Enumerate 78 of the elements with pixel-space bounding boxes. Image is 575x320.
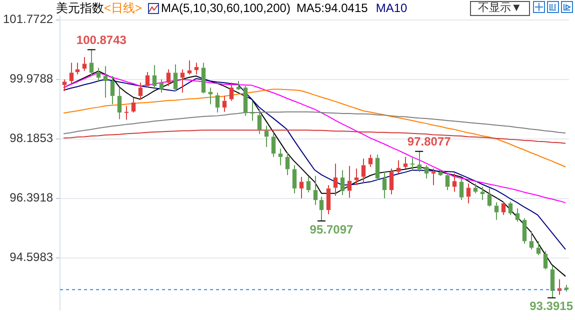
annotation: 93.3915 — [530, 299, 574, 314]
candlestick — [152, 64, 157, 90]
candlestick — [361, 158, 366, 184]
candlestick — [69, 62, 74, 85]
candlestick — [536, 240, 541, 256]
candlestick — [382, 171, 387, 199]
y-tick-label: 96.3918 — [10, 190, 54, 205]
candlestick — [145, 72, 150, 88]
candlestick — [278, 148, 283, 166]
candlestick — [257, 108, 262, 135]
candlestick — [306, 176, 311, 193]
candlestick — [452, 173, 457, 192]
annotation: 95.7097 — [310, 222, 354, 236]
candlestick — [243, 85, 248, 116]
candlestick — [319, 196, 324, 222]
candlestick — [375, 154, 380, 181]
candlestick — [515, 208, 520, 222]
candlestick — [124, 105, 129, 120]
candlestick — [424, 164, 429, 179]
candlestick — [368, 154, 373, 168]
candlestick — [466, 182, 471, 204]
y-tick-label: 101.7722 — [2, 12, 54, 26]
y-tick-label: 94.5983 — [10, 250, 54, 264]
candlestick — [166, 68, 171, 86]
candlestick — [292, 164, 297, 194]
candlestick — [222, 95, 227, 112]
candlestick — [313, 175, 318, 206]
candlestick — [480, 186, 485, 201]
candlestick — [208, 87, 213, 105]
candlestick — [250, 100, 255, 122]
candlestick — [340, 170, 345, 196]
candlestick — [117, 87, 122, 120]
candlestick — [110, 76, 115, 105]
candlestick — [201, 62, 206, 93]
candlestick — [138, 82, 143, 100]
text: MA(5,10,30,60,100,200) — [161, 1, 290, 15]
candlestick — [194, 62, 199, 75]
candlestick — [285, 151, 290, 176]
text: MA5:94.0415 — [296, 1, 368, 15]
candlestick — [501, 201, 506, 216]
y-tick-label: 98.1853 — [10, 131, 54, 146]
candlestick — [215, 92, 220, 113]
candlestick — [445, 173, 450, 191]
y-tick-label: 99.9788 — [10, 72, 54, 86]
candlestick — [543, 250, 548, 270]
candlestick — [96, 67, 101, 82]
candlestick — [333, 163, 338, 196]
candlestick — [62, 78, 67, 92]
candlestick — [529, 230, 534, 250]
chart-title: 美元指数 — [56, 0, 104, 16]
candlestick — [299, 176, 304, 199]
chart-subtitle: <日线> — [104, 0, 142, 16]
candlestick — [354, 168, 359, 186]
candlestick — [271, 132, 276, 158]
candlestick — [396, 160, 401, 174]
candlestick — [187, 60, 192, 75]
annotation: 97.8077 — [407, 134, 452, 149]
candlestick — [389, 168, 394, 195]
candlestick — [229, 82, 234, 102]
candlestick — [131, 97, 136, 113]
candlestick — [180, 68, 185, 94]
candlestick — [264, 125, 269, 148]
candlestick — [494, 202, 499, 220]
text: MA10 — [376, 1, 408, 15]
candlestick — [410, 157, 415, 171]
candlestick — [347, 165, 352, 198]
candlestick — [103, 66, 108, 98]
candlestick — [173, 64, 178, 92]
candlestick — [75, 62, 80, 75]
candlestick — [459, 178, 464, 201]
candlestick — [487, 188, 492, 208]
candlestick — [326, 184, 331, 215]
candlestick — [508, 201, 513, 216]
candlestick — [236, 80, 241, 90]
annotation: 100.8743 — [76, 32, 127, 47]
candlestick — [403, 156, 408, 170]
text: 不显示▼ — [470, 1, 530, 16]
candlestick — [522, 218, 527, 244]
